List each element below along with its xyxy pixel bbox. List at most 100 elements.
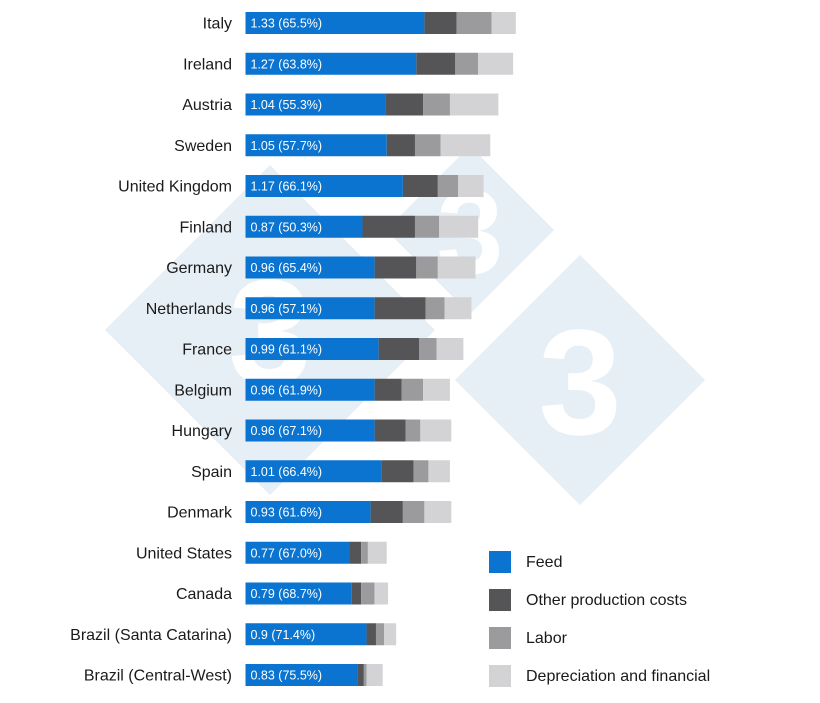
bar-segment-feed (245, 501, 371, 523)
bar-segment-other-production-costs (374, 256, 417, 279)
bar-segment-labor (402, 501, 425, 523)
bar-segment-labor (456, 12, 492, 34)
bar-segment-other-production-costs (378, 338, 419, 360)
legend-swatch-depreciation-and-financial (489, 665, 511, 687)
bar-segment-feed (245, 338, 379, 360)
bar-segment-other-production-costs (381, 460, 414, 483)
bar-segment-depreciation-and-financial (444, 297, 472, 320)
category-label: Austria (182, 97, 232, 114)
bar-segment-feed (245, 175, 403, 197)
bar-segment-labor (361, 582, 375, 605)
bar-data-label: 1.04 (55.3%) (251, 98, 323, 112)
bar-segment-feed (245, 419, 375, 442)
category-label: Belgium (174, 382, 232, 399)
bar-segment-other-production-costs (416, 52, 456, 75)
category-label: United Kingdom (118, 179, 232, 196)
legend-label: Labor (526, 630, 568, 647)
bar-segment-feed (245, 256, 375, 279)
bar-data-label: 0.96 (65.4%) (251, 261, 323, 275)
legend-swatch-labor (489, 627, 511, 649)
bar-segment-depreciation-and-financial (428, 460, 450, 483)
bar-data-label: 1.17 (66.1%) (251, 180, 323, 194)
bar-segment-other-production-costs (366, 623, 376, 646)
bar-segment-feed (245, 12, 425, 34)
bar-data-label: 0.96 (67.1%) (251, 424, 323, 438)
bar-segment-feed (245, 541, 350, 564)
legend-label: Other production costs (526, 592, 687, 609)
bar-data-label: 1.27 (63.8%) (251, 57, 323, 71)
bar-segment-feed (245, 215, 363, 238)
bar-segment-feed (245, 52, 417, 75)
bar-segment-other-production-costs (351, 582, 362, 605)
bar-segment-labor (416, 256, 438, 279)
bar-segment-labor (361, 541, 368, 564)
bar-segment-feed (245, 378, 375, 401)
bar-segment-labor (423, 93, 450, 116)
bar-segment-depreciation-and-financial (437, 256, 476, 279)
bar-segment-depreciation-and-financial (423, 378, 450, 401)
legend-label: Depreciation and financial (526, 668, 710, 685)
bar-segment-depreciation-and-financial (491, 12, 516, 34)
bar-segment-depreciation-and-financial (436, 338, 464, 360)
bar-data-label: 0.99 (61.1%) (251, 343, 323, 357)
bar-segment-labor (437, 175, 459, 197)
category-label: Spain (191, 464, 232, 481)
category-label: Hungary (172, 423, 232, 440)
watermark-logo: 333 (105, 146, 705, 505)
bar-segment-labor (414, 215, 440, 238)
legend-swatch-feed (489, 551, 511, 573)
bar-segment-depreciation-and-financial (424, 501, 452, 523)
category-label: Sweden (174, 138, 232, 155)
bar-segment-feed (245, 93, 386, 116)
category-label: Brazil (Santa Catarina) (70, 627, 232, 644)
bar-segment-other-production-costs (424, 12, 457, 34)
bar-segment-depreciation-and-financial (367, 541, 387, 564)
category-label: Brazil (Central-West) (84, 668, 232, 685)
bar-data-label: 0.79 (68.7%) (251, 587, 323, 601)
category-label: Netherlands (146, 301, 232, 318)
bar-data-label: 0.9 (71.4%) (251, 628, 316, 642)
bar-segment-feed (245, 623, 367, 646)
bar-data-label: 0.96 (57.1%) (251, 302, 323, 316)
bar-segment-labor (425, 297, 445, 320)
bar-area: 1.33 (65.5%) 1.27 (63.8%) 1.04 (55.3%) 1.05… (245, 12, 516, 686)
bar-data-label: 1.05 (57.7%) (251, 139, 323, 153)
category-label: Germany (166, 260, 232, 277)
bar-data-label: 1.01 (66.4%) (251, 465, 323, 479)
bar-segment-other-production-costs (402, 175, 438, 197)
watermark-diamond (105, 165, 435, 495)
category-label: United States (136, 545, 232, 562)
bar-segment-labor (401, 378, 424, 401)
bar-segment-labor (414, 134, 441, 157)
bar-segment-feed (245, 460, 382, 483)
category-label: Canada (176, 586, 232, 603)
bar-data-label: 0.93 (61.6%) (251, 506, 323, 520)
bar-segment-other-production-costs (362, 215, 415, 238)
bar-segment-other-production-costs (349, 541, 362, 564)
bar-segment-feed (245, 297, 375, 320)
category-label: France (182, 342, 232, 359)
bar-segment-other-production-costs (374, 378, 402, 401)
bar-segment-other-production-costs (374, 419, 406, 442)
bar-segment-depreciation-and-financial (458, 175, 484, 197)
category-label: Ireland (183, 56, 232, 73)
bar-segment-labor (455, 52, 479, 75)
legend-label: Feed (526, 554, 562, 571)
bar-segment-other-production-costs (386, 134, 415, 157)
bar-segment-labor (419, 338, 437, 360)
category-label: Italy (203, 16, 232, 33)
bar-segment-labor (363, 664, 367, 686)
bar-segment-feed (245, 134, 387, 157)
bar-segment-depreciation-and-financial (366, 664, 383, 686)
bar-segment-other-production-costs (357, 664, 364, 686)
bar-segment-other-production-costs (385, 93, 424, 116)
bar-data-label: 1.33 (65.5%) (251, 17, 323, 31)
bar-segment-depreciation-and-financial (449, 93, 499, 116)
bar-data-label: 0.96 (61.9%) (251, 383, 323, 397)
watermark-diamond (455, 255, 705, 505)
bar-data-label: 0.77 (67.0%) (251, 546, 323, 560)
legend: Feed Other production costs Labor Depreciat… (489, 551, 710, 687)
bar-segment-other-production-costs (370, 501, 403, 523)
legend-swatch-other-production-costs (489, 589, 511, 611)
bar-segment-depreciation-and-financial (478, 52, 514, 75)
